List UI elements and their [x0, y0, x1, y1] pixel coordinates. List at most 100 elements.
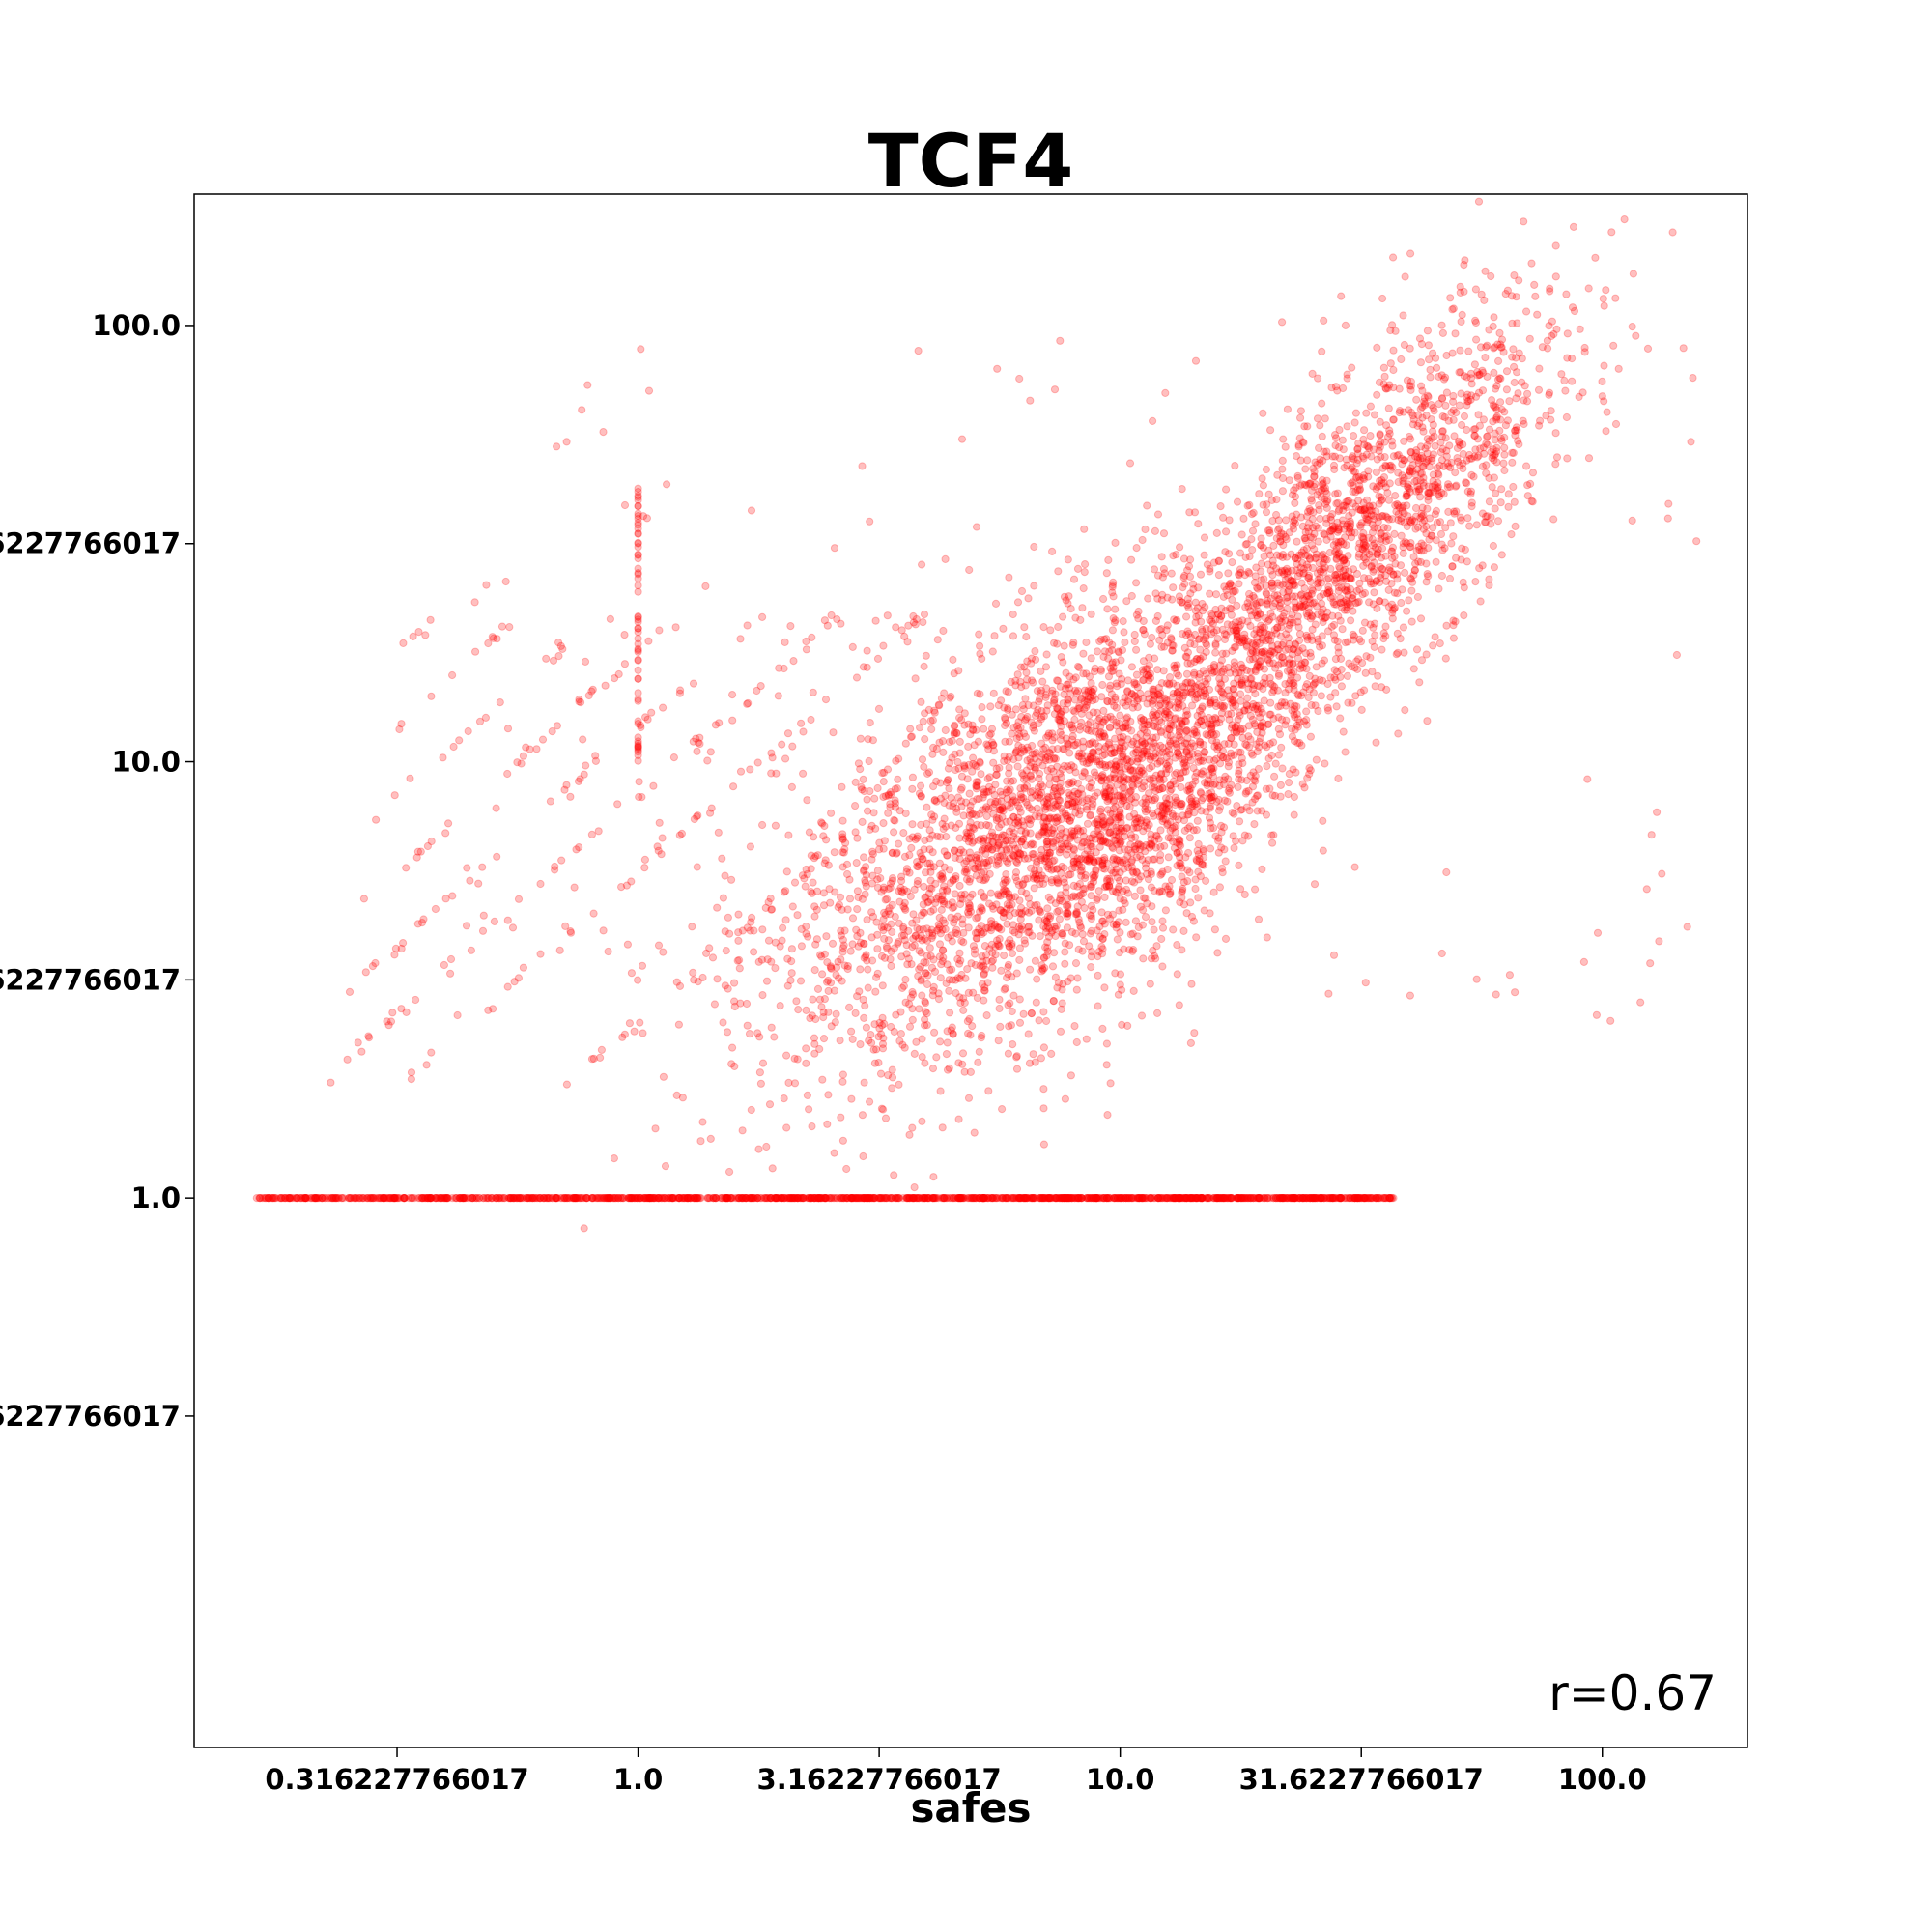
data-point — [956, 1194, 965, 1203]
data-point — [744, 698, 753, 708]
data-point — [587, 830, 597, 839]
data-point — [1076, 615, 1085, 625]
data-point — [1039, 1104, 1048, 1113]
data-point — [439, 753, 447, 762]
data-point — [1037, 1054, 1046, 1063]
data-point — [1401, 272, 1409, 281]
data-point — [634, 624, 642, 633]
data-point — [426, 615, 435, 624]
data-point — [1042, 650, 1051, 659]
data-point — [1119, 617, 1127, 626]
data-point — [1291, 498, 1299, 508]
data-point — [1187, 1194, 1196, 1203]
data-point — [725, 1167, 734, 1177]
data-point — [698, 1118, 707, 1126]
data-point — [843, 962, 853, 971]
data-point — [1194, 894, 1203, 902]
data-point — [1135, 1194, 1144, 1203]
data-point — [827, 1194, 836, 1203]
data-point — [1083, 819, 1093, 828]
data-point — [1037, 1194, 1046, 1203]
data-point — [530, 1194, 539, 1203]
data-point — [756, 1079, 766, 1088]
data-point — [1158, 962, 1167, 971]
data-point — [1078, 604, 1087, 612]
data-point — [802, 1006, 810, 1015]
data-point — [636, 1018, 644, 1027]
data-point — [730, 997, 739, 1006]
data-point — [426, 1194, 435, 1203]
data-point — [639, 1029, 647, 1037]
data-point — [368, 962, 377, 971]
data-point — [1196, 570, 1206, 579]
data-point — [933, 636, 942, 644]
data-point — [575, 697, 583, 706]
data-point — [838, 863, 847, 871]
data-point — [853, 887, 863, 895]
data-point — [1174, 671, 1183, 680]
data-point — [750, 948, 758, 956]
data-point — [714, 828, 723, 837]
data-point — [890, 1171, 898, 1179]
data-point — [1389, 346, 1398, 355]
data-point — [789, 657, 798, 666]
data-point — [582, 1194, 591, 1203]
data-point — [910, 1194, 919, 1203]
data-point — [553, 722, 562, 730]
data-point — [669, 753, 679, 762]
data-point — [1258, 865, 1266, 874]
data-point — [606, 1194, 614, 1203]
data-point — [825, 1194, 834, 1203]
data-point — [1302, 707, 1311, 716]
data-point — [611, 1194, 620, 1203]
data-point — [1033, 975, 1041, 983]
data-point — [1325, 1194, 1334, 1203]
data-point — [634, 717, 642, 725]
data-point — [405, 1194, 413, 1203]
data-point — [745, 1030, 754, 1038]
data-point — [860, 1078, 868, 1087]
data-point — [1013, 801, 1023, 810]
data-point — [946, 1009, 954, 1017]
data-point — [860, 1013, 868, 1023]
data-point — [803, 1091, 812, 1100]
data-point — [1185, 1194, 1195, 1203]
data-point — [875, 838, 884, 847]
data-point — [452, 1194, 461, 1203]
data-point — [866, 1097, 874, 1106]
data-point — [671, 623, 680, 632]
data-point — [966, 730, 975, 739]
data-point — [309, 1194, 318, 1203]
data-point — [1243, 501, 1252, 510]
data-point — [1075, 749, 1084, 757]
data-point — [842, 1194, 851, 1203]
data-point — [847, 1194, 856, 1203]
data-point — [1070, 1022, 1079, 1031]
data-point — [1079, 584, 1088, 593]
data-point — [1386, 359, 1395, 368]
data-point — [770, 1033, 779, 1041]
data-point — [721, 871, 729, 880]
data-point — [980, 970, 988, 979]
data-point — [448, 892, 457, 900]
data-point — [1456, 346, 1464, 355]
data-point — [596, 1194, 605, 1203]
data-point — [1366, 432, 1375, 440]
data-point — [888, 900, 896, 910]
data-point — [1072, 908, 1081, 917]
data-point — [1221, 934, 1231, 944]
data-point — [875, 845, 884, 854]
data-point — [838, 816, 847, 825]
data-point — [996, 906, 1005, 915]
data-point — [873, 945, 882, 953]
data-point — [911, 674, 920, 683]
data-point — [862, 863, 870, 871]
data-point — [506, 1194, 515, 1203]
data-point — [1073, 564, 1083, 574]
data-point — [1284, 790, 1293, 799]
data-point — [1055, 1194, 1064, 1203]
data-point — [951, 890, 959, 898]
data-point — [724, 1194, 732, 1203]
data-point — [1141, 525, 1150, 534]
data-point — [703, 1194, 712, 1203]
